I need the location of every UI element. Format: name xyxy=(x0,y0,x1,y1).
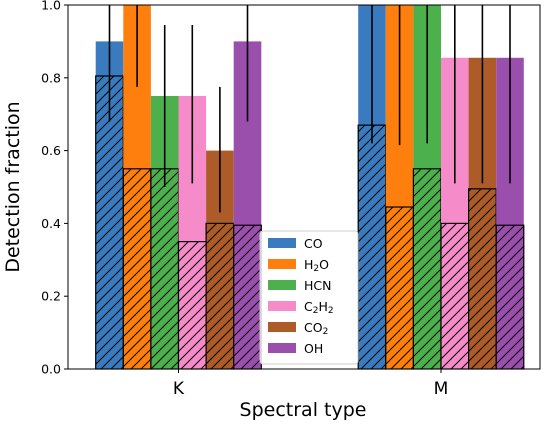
x-tick-label-M: M xyxy=(434,379,449,399)
bar-lower-hatch-CO2-K xyxy=(205,222,235,370)
y-tick-label: 1.0 xyxy=(41,0,61,13)
y-tick-label: 0.2 xyxy=(41,289,61,304)
y-tick-label: 0.0 xyxy=(41,362,61,377)
bar-lower-hatch-OH-M xyxy=(495,224,525,370)
legend-label-HCN: HCN xyxy=(304,278,331,293)
bar-lower-hatch-HCN-M xyxy=(412,168,442,370)
bar-lower-hatch-C2H2-M xyxy=(440,222,470,370)
bars-layer xyxy=(95,5,525,370)
legend-swatch-CO xyxy=(268,238,296,248)
bar-lower-hatch-H2O-K xyxy=(122,168,152,370)
x-axis-label: Spectral type xyxy=(240,399,367,421)
bar-lower-hatch-C2H2-K xyxy=(177,241,207,370)
legend-swatch-HCN xyxy=(268,280,296,290)
bar-lower-hatch-CO2-M xyxy=(468,188,497,370)
bar-lower-hatch-CO-M xyxy=(357,124,387,370)
legend-label-CO: CO xyxy=(304,236,323,251)
legend-label-H2O: H2O xyxy=(304,257,329,274)
bar-lower-hatch-OH-K xyxy=(233,224,262,370)
legend-label-OH: OH xyxy=(304,341,323,356)
y-axis-label: Detection fraction xyxy=(2,101,24,272)
plot-frame xyxy=(67,4,541,370)
legend-swatch-OH xyxy=(268,343,296,353)
x-tick-label-K: K xyxy=(173,379,185,399)
legend: CO H2O HCN C2H2 CO2 OH xyxy=(259,230,359,365)
bar-lower-hatch-H2O-M xyxy=(385,206,414,370)
y-axis-ticks: 0.0 0.2 0.4 0.6 0.8 1.0 xyxy=(41,0,68,377)
bar-lower-hatch-HCN-K xyxy=(150,168,180,370)
legend-swatch-C2H2 xyxy=(268,301,296,311)
legend-swatch-H2O xyxy=(268,259,296,269)
error-bars-layer xyxy=(108,5,511,213)
y-tick-label: 0.8 xyxy=(41,70,61,85)
y-tick-label: 0.4 xyxy=(41,216,61,231)
y-tick-label: 0.6 xyxy=(41,143,61,158)
legend-label-C2H2: C2H2 xyxy=(304,299,334,316)
legend-label-CO2: CO2 xyxy=(304,320,328,337)
legend-swatch-CO2 xyxy=(268,322,296,332)
